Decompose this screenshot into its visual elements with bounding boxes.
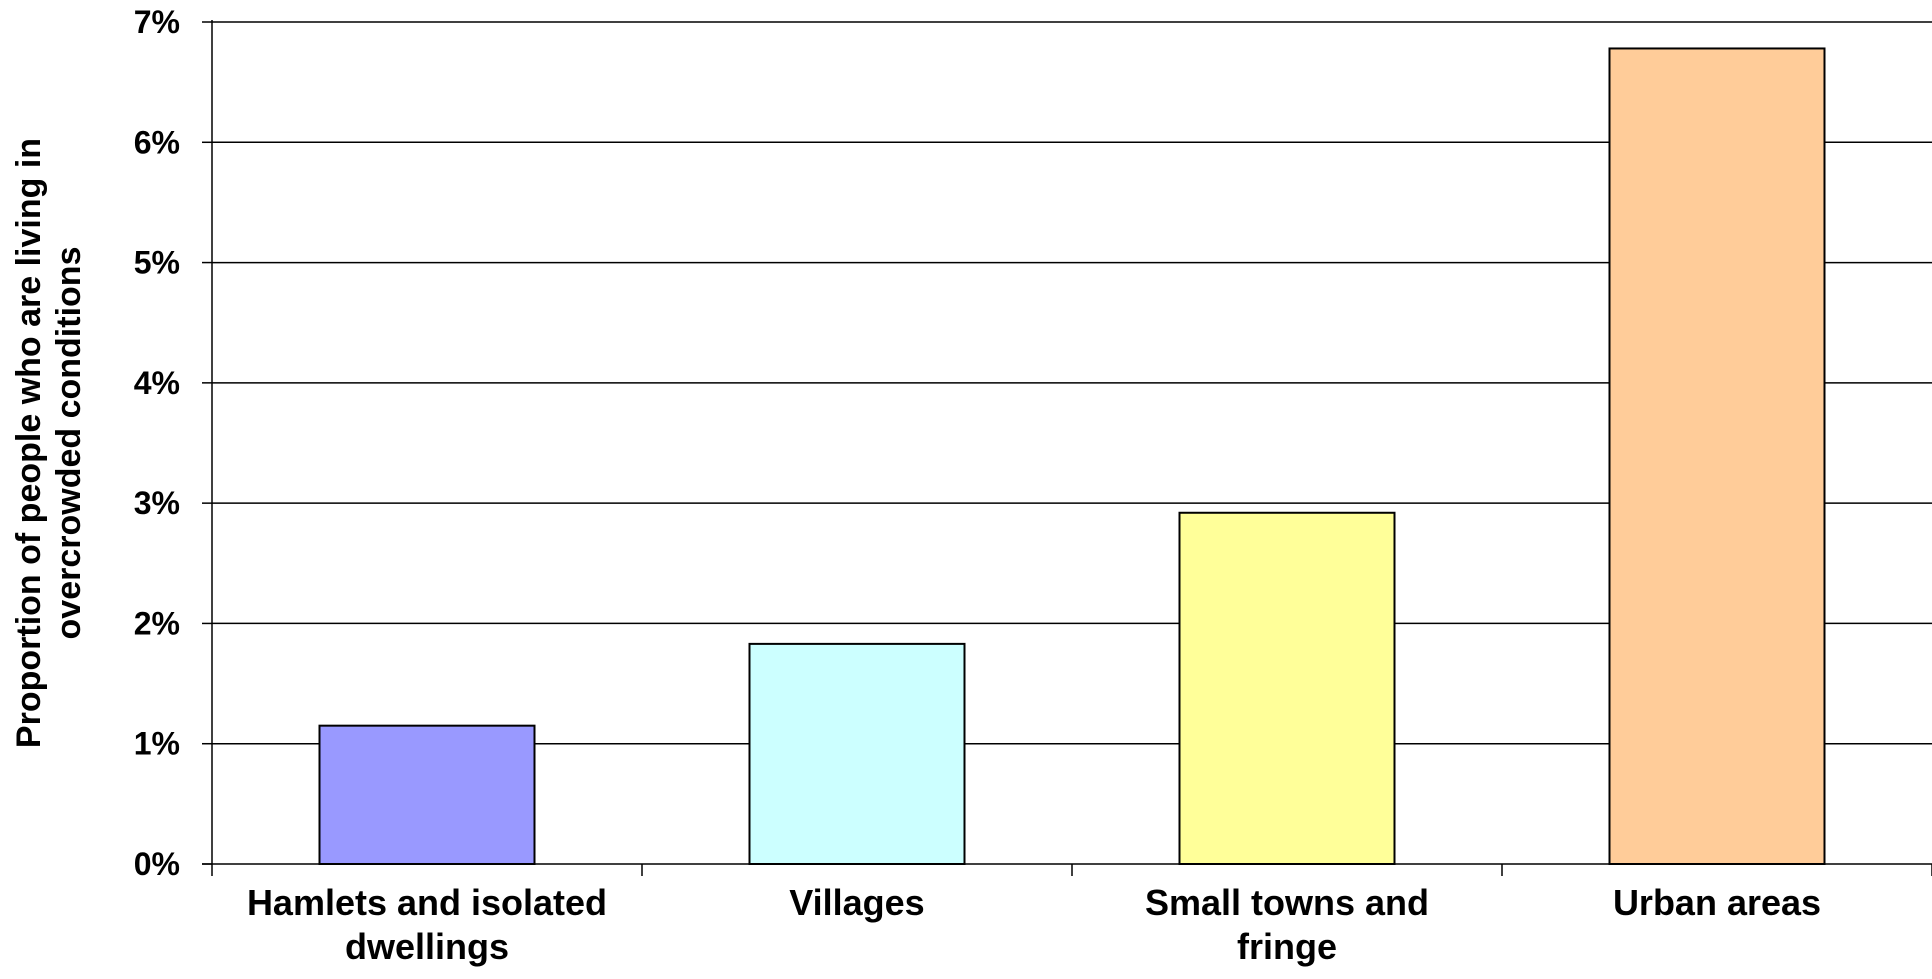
gridlines	[212, 21, 1932, 745]
y-tick-label: 6%	[134, 124, 180, 160]
y-tick-label: 4%	[134, 365, 180, 401]
bar	[1178, 511, 1396, 865]
axes	[202, 20, 1932, 876]
y-tick-label: 7%	[134, 4, 180, 40]
x-category-label: Villages	[789, 882, 924, 923]
y-axis-title: Proportion of people who are living inov…	[10, 138, 88, 748]
x-category-label: Urban areas	[1613, 882, 1821, 923]
y-tick-label: 0%	[134, 846, 180, 882]
bar	[748, 642, 966, 865]
bars	[318, 47, 1826, 866]
bar	[1608, 47, 1826, 866]
y-tick-label: 5%	[134, 245, 180, 281]
y-tick-label: 3%	[134, 485, 180, 521]
x-category-label: Small towns and fringe	[1145, 882, 1429, 967]
labels: 0% 1% 2% 3% 4% 5% 6% 7% Hamlets and isolated dwel…	[134, 4, 1821, 967]
x-category-label: Hamlets and isolated dwellings	[247, 882, 607, 967]
y-tick-label: 1%	[134, 726, 180, 762]
bar	[318, 724, 536, 866]
y-tick-label: 2%	[134, 605, 180, 641]
